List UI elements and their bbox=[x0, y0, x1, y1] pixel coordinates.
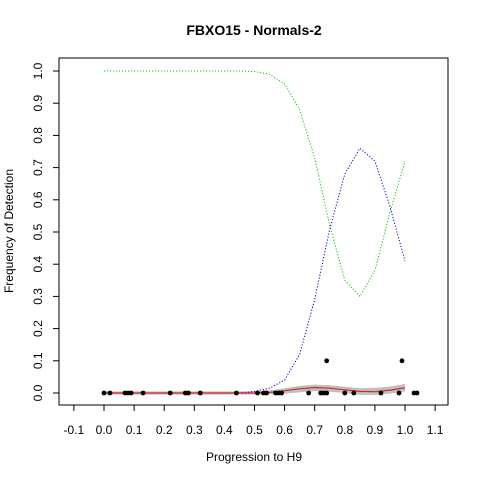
data-point bbox=[128, 390, 134, 396]
x-tick-label: 1.0 bbox=[397, 423, 414, 437]
series-line-3 bbox=[104, 386, 406, 394]
data-point bbox=[255, 390, 260, 396]
data-point bbox=[351, 390, 357, 396]
y-tick-label: 0.2 bbox=[31, 320, 45, 337]
x-tick-label: 0.2 bbox=[156, 423, 173, 437]
y-tick-label: 0.7 bbox=[31, 159, 45, 176]
y-tick-label: 0.5 bbox=[31, 223, 45, 240]
x-tick-label: 0.5 bbox=[246, 423, 263, 437]
data-point bbox=[324, 358, 330, 364]
data-point bbox=[234, 390, 239, 396]
data-point bbox=[378, 390, 384, 396]
data-point bbox=[107, 390, 113, 396]
data-point bbox=[396, 390, 402, 396]
data-points-layer bbox=[101, 358, 420, 396]
x-tick-label: 0.3 bbox=[186, 423, 203, 437]
data-point bbox=[140, 390, 146, 396]
data-point bbox=[414, 390, 420, 396]
series-layer bbox=[104, 70, 406, 394]
x-axis-label: Progression to H9 bbox=[206, 450, 302, 464]
data-point bbox=[279, 390, 284, 396]
data-point bbox=[264, 390, 269, 396]
x-tick-label: 0.8 bbox=[336, 423, 353, 437]
series-line-1 bbox=[104, 70, 406, 298]
data-point bbox=[197, 390, 203, 396]
y-tick-label: 0.8 bbox=[31, 127, 45, 144]
data-point bbox=[167, 390, 173, 396]
data-point bbox=[342, 390, 348, 396]
y-axis-ticks: 0.0 0.1 0.2 0.3 0.4 0.5 0.6 0.7 0.8 0.9 1.0 bbox=[31, 62, 59, 401]
y-tick-label: 0.0 bbox=[31, 384, 45, 401]
y-tick-label: 0.3 bbox=[31, 288, 45, 305]
y-tick-label: 0.1 bbox=[31, 352, 45, 369]
y-axis-label: Frequency of Detection bbox=[2, 169, 16, 293]
x-tick-label: 0.1 bbox=[126, 423, 143, 437]
confidence-band-layer bbox=[104, 384, 405, 395]
x-tick-label: 1.1 bbox=[427, 423, 444, 437]
confidence-band bbox=[104, 384, 405, 395]
y-tick-label: 0.9 bbox=[31, 95, 45, 112]
data-point bbox=[306, 390, 312, 396]
series-line-2 bbox=[104, 147, 406, 394]
y-tick-label: 1.0 bbox=[31, 62, 45, 79]
data-point bbox=[101, 390, 107, 396]
x-tick-label: 0.9 bbox=[367, 423, 384, 437]
data-point bbox=[185, 390, 191, 396]
y-tick-label: 0.6 bbox=[31, 191, 45, 208]
data-point bbox=[399, 358, 405, 364]
chart-title: FBXO15 - Normals-2 bbox=[186, 22, 322, 38]
x-axis-ticks: -0.1 0.0 0.1 0.2 0.3 0.4 0.5 0.6 0.7 0.8 0.9 1.0 1.1 bbox=[64, 405, 444, 437]
data-point bbox=[324, 390, 330, 396]
x-tick-label: 0.4 bbox=[216, 423, 233, 437]
x-tick-label: -0.1 bbox=[64, 423, 85, 437]
x-tick-label: 0.6 bbox=[276, 423, 293, 437]
y-tick-label: 0.4 bbox=[31, 256, 45, 273]
x-tick-label: 0.7 bbox=[306, 423, 323, 437]
x-tick-label: 0.0 bbox=[96, 423, 113, 437]
